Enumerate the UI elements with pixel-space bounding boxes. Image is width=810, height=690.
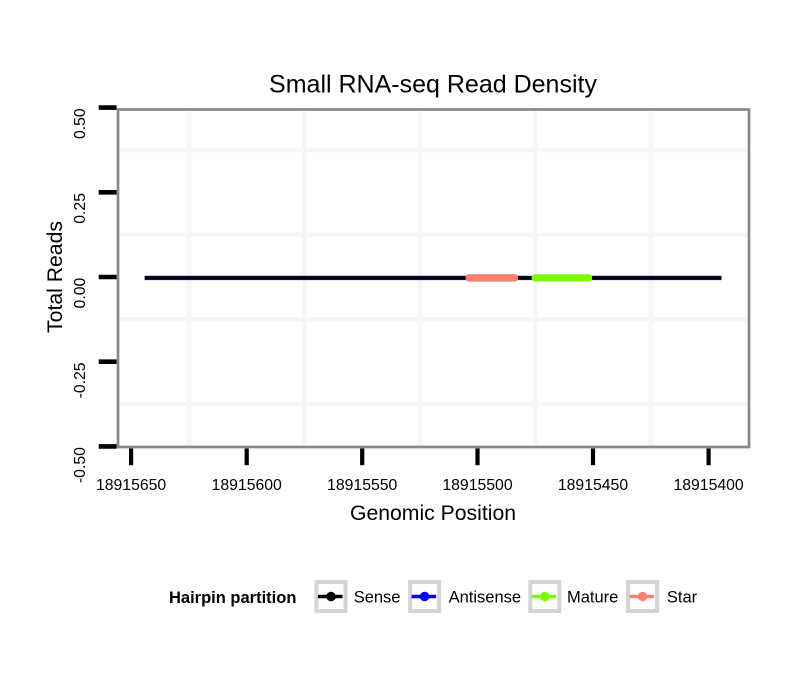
svg-text:Mature: Mature [567,589,618,607]
svg-text:Star: Star [667,589,698,607]
svg-text:18915600: 18915600 [212,477,282,494]
svg-text:18915450: 18915450 [558,477,628,494]
svg-text:-0.25: -0.25 [72,362,89,398]
svg-text:0.00: 0.00 [72,277,89,308]
svg-text:18915650: 18915650 [96,477,166,494]
svg-text:-0.50: -0.50 [72,447,89,483]
svg-text:Small RNA-seq Read Density: Small RNA-seq Read Density [269,71,597,99]
svg-text:18915400: 18915400 [673,477,743,494]
svg-text:Genomic Position: Genomic Position [350,502,516,525]
svg-text:Total Reads: Total Reads [44,221,67,333]
svg-text:Sense: Sense [354,589,401,607]
svg-text:0.50: 0.50 [72,108,89,139]
svg-text:Hairpin partition: Hairpin partition [169,589,296,607]
svg-text:0.25: 0.25 [72,193,89,224]
svg-text:18915550: 18915550 [327,477,397,494]
svg-text:Antisense: Antisense [449,589,521,607]
svg-text:18915500: 18915500 [442,477,512,494]
